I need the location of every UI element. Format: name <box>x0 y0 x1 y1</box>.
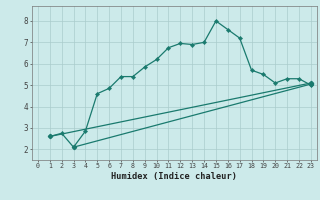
X-axis label: Humidex (Indice chaleur): Humidex (Indice chaleur) <box>111 172 237 181</box>
